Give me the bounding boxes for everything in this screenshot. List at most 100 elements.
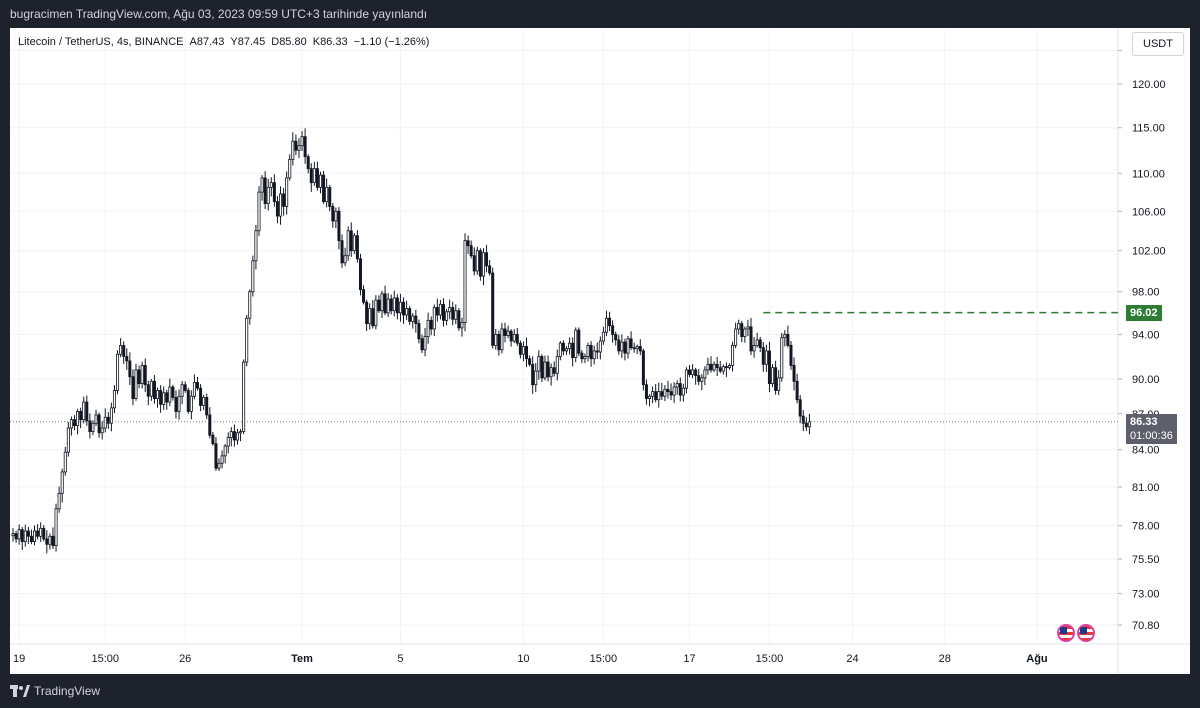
candle-up (635, 346, 639, 350)
candle-down (208, 414, 212, 436)
candle-up (432, 307, 436, 330)
candle-down (159, 390, 163, 405)
candle-up (60, 471, 64, 494)
symbol-title[interactable]: Litecoin / TetherUS, 4s, BINANCE (18, 36, 184, 48)
ohlc-close: K86.33 (312, 36, 348, 48)
candle-down (125, 356, 129, 362)
candle-up (512, 334, 516, 342)
x-tick-label: 28 (939, 653, 951, 665)
us-flag-icon[interactable] (1077, 624, 1095, 642)
candle-up (11, 533, 15, 537)
candle-up (334, 210, 338, 222)
candle-up (386, 298, 390, 314)
candle-down (42, 527, 46, 540)
candle-down (641, 350, 645, 386)
candle-up (69, 419, 73, 429)
candle-up (574, 329, 578, 358)
candle-down (355, 235, 359, 260)
x-tick-label: 24 (846, 653, 858, 665)
candle-down (491, 272, 495, 346)
candle-down (97, 414, 101, 434)
candle-up (119, 344, 123, 355)
candle-up (731, 344, 735, 366)
candle-down (798, 399, 802, 417)
candle-up (346, 230, 350, 257)
candle-up (663, 388, 667, 397)
x-tick-label: 15:00 (756, 653, 784, 665)
candle-up (291, 140, 295, 160)
candle-down (146, 384, 150, 397)
y-tick-label: 110.00 (1132, 168, 1165, 180)
candle-up (426, 319, 430, 338)
candle-up (392, 297, 396, 312)
candle-down (51, 535, 55, 547)
candle-down (466, 240, 470, 247)
candle-down (263, 177, 267, 204)
candle-up (134, 369, 138, 399)
candle-down (429, 319, 433, 330)
candle-down (414, 315, 418, 324)
candle-up (109, 407, 113, 424)
candle-up (352, 235, 356, 252)
candle-down (402, 301, 406, 316)
economic-events[interactable] (1057, 624, 1095, 642)
candle-down (349, 230, 353, 252)
candle-up (712, 363, 716, 371)
candle-down (718, 367, 722, 372)
chart-frame[interactable]: 124.00120.00115.00110.00106.00102.0098.0… (10, 28, 1190, 674)
candle-down (365, 301, 369, 324)
candle-down (774, 367, 778, 391)
candle-up (675, 383, 679, 388)
candle-down (26, 530, 30, 537)
candle-down (315, 168, 319, 188)
candle-down (45, 538, 49, 545)
candle-up (39, 527, 43, 537)
candle-up (66, 427, 70, 453)
tradingview-logo-icon (10, 685, 30, 697)
candle-up (63, 451, 67, 473)
candle-up (162, 392, 166, 405)
x-tick-label: Ağu (1026, 653, 1047, 665)
candle-down (571, 342, 575, 358)
candle-down (389, 298, 393, 312)
candle-up (604, 317, 608, 333)
candle-up (380, 293, 384, 312)
resistance-price-badge: 96.02 (1126, 304, 1162, 321)
candle-down (531, 363, 535, 386)
tradingview-logo[interactable]: TradingView (0, 684, 100, 698)
candle-up (657, 391, 661, 401)
currency-button[interactable]: USDT (1132, 32, 1184, 56)
candle-down (137, 369, 141, 384)
candle-up (235, 432, 239, 441)
candle-down (383, 293, 387, 314)
y-tick-label: 75.50 (1132, 554, 1160, 566)
candle-down (131, 376, 135, 399)
candle-down (580, 352, 584, 360)
candle-up (288, 158, 292, 179)
y-tick-label: 84.00 (1132, 445, 1160, 457)
candle-down (337, 210, 341, 242)
candle-down (186, 390, 190, 412)
candlestick-chart[interactable]: 124.00120.00115.00110.00106.00102.0098.0… (10, 28, 1190, 674)
candle-down (377, 299, 381, 312)
candle-down (632, 347, 636, 350)
candle-up (737, 323, 741, 330)
candle-up (700, 377, 704, 382)
candle-up (494, 334, 498, 346)
candle-up (220, 455, 224, 464)
candle-down (306, 156, 310, 170)
candle-down (709, 363, 713, 371)
candle-down (540, 356, 544, 379)
us-flag-icon[interactable] (1057, 624, 1075, 642)
candle-up (568, 342, 572, 350)
ohlc-high: Y87.45 (230, 36, 266, 48)
candle-down (183, 384, 187, 391)
candle-up (601, 331, 605, 342)
candle-up (177, 395, 181, 412)
candle-up (558, 342, 562, 357)
candle-up (681, 387, 685, 396)
candle-down (688, 369, 692, 375)
candle-down (79, 411, 83, 421)
candle-up (780, 337, 784, 379)
candle-up (445, 311, 449, 321)
